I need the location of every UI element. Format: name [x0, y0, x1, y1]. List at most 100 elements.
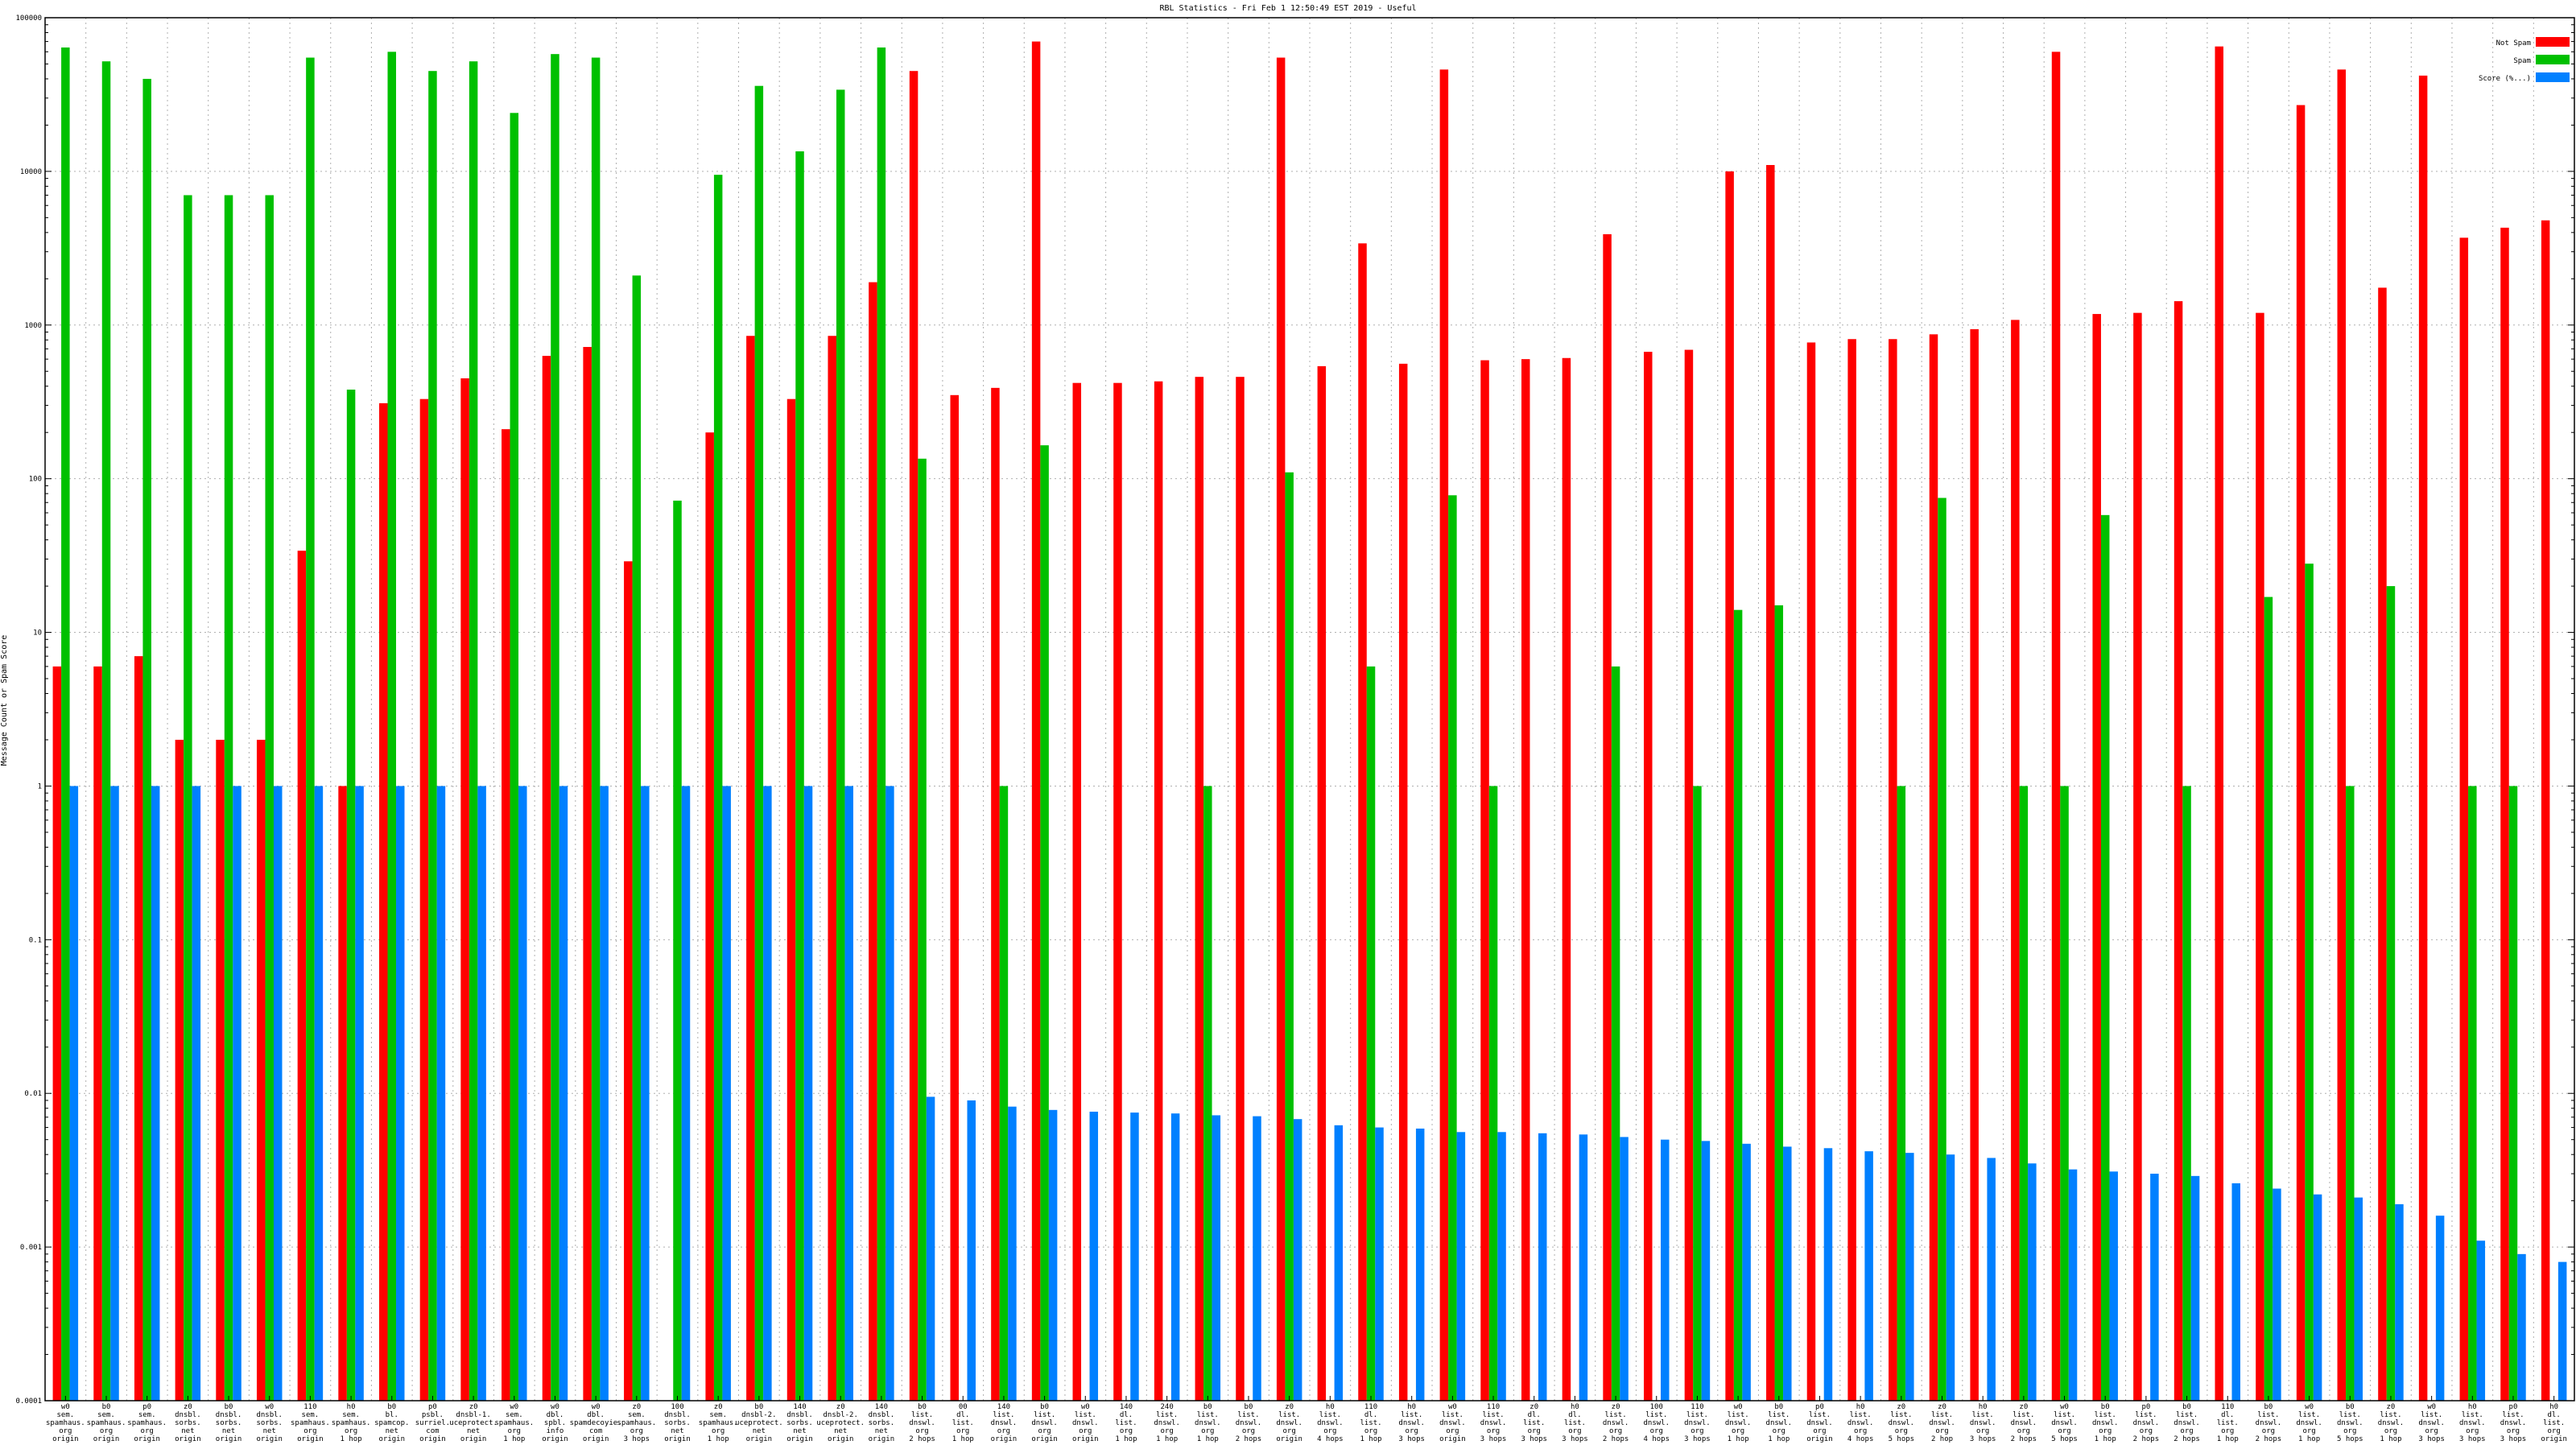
bar-not-spam — [1480, 360, 1489, 1402]
bar-spam — [265, 195, 274, 1401]
bar-not-spam — [52, 666, 62, 1401]
x-tick-label: 100 list. dnswl. org 4 hops — [1644, 1403, 1670, 1443]
x-tick-label: z0 dnsbl. sorbs. net origin — [175, 1403, 201, 1443]
x-tick-label: w0 sem. spamhaus. org origin — [46, 1403, 85, 1443]
bar-spam — [795, 151, 804, 1401]
bar-score — [233, 786, 242, 1401]
bar-spam — [101, 61, 111, 1402]
bar-not-spam — [2174, 301, 2183, 1401]
x-tick-label: h0 list. dnswl. org 3 hops — [1970, 1403, 1996, 1443]
x-tick-label: p0 psbl. surriel. com origin — [415, 1403, 450, 1443]
bar-not-spam — [1072, 382, 1082, 1401]
bar-spam — [428, 71, 437, 1401]
bar-score — [2517, 1253, 2526, 1401]
x-tick-label: p0 list. dnswl. org origin — [1806, 1403, 1833, 1443]
x-tick-label: 140 list. dnswl. org origin — [991, 1403, 1018, 1443]
bar-score — [1293, 1119, 1302, 1401]
bar-score — [1823, 1148, 1833, 1401]
bar-score — [1620, 1137, 1629, 1401]
bar-not-spam — [1195, 377, 1204, 1401]
legend: Not Spam Spam Score (%...) — [2479, 37, 2570, 83]
bar-score — [722, 786, 731, 1401]
x-tick-label: z0 list. dnswl. org 5 hops — [1889, 1403, 1915, 1443]
bar-spam — [2264, 597, 2273, 1401]
bar-not-spam — [175, 739, 184, 1401]
x-tick-label: w0 dbl. spamdecoyie. com origin — [570, 1403, 622, 1443]
y-tick-label: 1 — [38, 782, 42, 791]
bar-score — [2190, 1175, 2200, 1401]
x-tick-label: 110 list. dnswl. org 3 hops — [1480, 1403, 1507, 1443]
bar-spam — [591, 57, 601, 1401]
x-tick-label: b0 list. dnswl. org 1 hop — [1195, 1403, 1221, 1443]
bar-score — [1456, 1132, 1466, 1401]
x-tick-label: h0 list. dnswl. org 3 hops — [2459, 1403, 2486, 1443]
bar-spam — [510, 113, 519, 1401]
bar-not-spam — [2378, 287, 2387, 1401]
x-tick-label: 140 dnsbl. sorbs. net origin — [786, 1403, 813, 1443]
legend-swatch-score — [2536, 72, 2570, 82]
bar-not-spam — [1806, 342, 1816, 1401]
bar-spam — [469, 61, 478, 1402]
x-tick-label: b0 dnsbl-2. uceprotect. net origin — [735, 1403, 783, 1443]
bar-score — [2557, 1261, 2567, 1401]
bar-not-spam — [1439, 69, 1449, 1402]
x-tick-label: z0 list. dnswl. org 1 hop — [2378, 1403, 2405, 1443]
bar-not-spam — [1236, 377, 1245, 1401]
legend-label: Score (%...) — [2479, 75, 2531, 83]
bar-spam — [754, 85, 764, 1402]
y-tick-label: 100000 — [15, 14, 42, 23]
bar-score — [1579, 1134, 1588, 1401]
x-tick-label: p0 sem. spamhaus. org origin — [127, 1403, 167, 1443]
bar-score — [1170, 1113, 1180, 1401]
x-tick-label: w0 dbl. spbl. info origin — [542, 1403, 568, 1443]
bar-score — [2028, 1163, 2037, 1401]
x-tick-label: z0 list. dnswl. org 2 hop — [1929, 1403, 1955, 1443]
legend-swatch-spam — [2536, 55, 2570, 64]
bar-score — [1864, 1151, 1873, 1401]
bar-not-spam — [1766, 164, 1775, 1401]
bar-score — [1415, 1128, 1425, 1401]
x-tick-label: z0 list. dnswl. org 2 hops — [2011, 1403, 2037, 1443]
bar-not-spam — [2133, 312, 2142, 1401]
bar-not-spam — [2092, 314, 2101, 1402]
x-tick-label: h0 sem. spamhaus. org 1 hop — [332, 1403, 371, 1443]
bar-not-spam — [2215, 46, 2223, 1401]
bar-score — [1701, 1141, 1711, 1401]
bar-not-spam — [991, 387, 1000, 1401]
x-tick-label: z0 list. dnswl. org origin — [1276, 1403, 1302, 1443]
bar-not-spam — [2459, 237, 2469, 1401]
bar-spam — [1203, 786, 1212, 1401]
bar-score — [926, 1096, 935, 1401]
bar-not-spam — [216, 739, 225, 1401]
x-tick-label: w0 list. dnswl. org 1 hop — [1725, 1403, 1752, 1443]
bar-score — [436, 786, 446, 1401]
x-tick-label: b0 list. dnswl. org 1 hop — [1766, 1403, 1793, 1443]
plot-frame — [44, 17, 2575, 1402]
x-tick-label: w0 dnsbl. sorbs. net origin — [256, 1403, 283, 1443]
x-tick-label: h0 dl. list. org 3 hops — [1562, 1403, 1588, 1443]
bar-score — [1783, 1146, 1792, 1401]
x-tick-label: h0 dl. list. org origin — [2541, 1403, 2567, 1443]
bar-not-spam — [1847, 339, 1856, 1402]
chart-title: RBL Statistics - Fri Feb 1 12:50:49 EST … — [1159, 4, 1416, 13]
x-tick-label: b0 list. dnswl. org 2 hops — [1236, 1403, 1262, 1443]
bar-score — [1497, 1132, 1506, 1401]
bar-not-spam — [419, 398, 429, 1401]
bar-not-spam — [583, 347, 592, 1401]
bar-not-spam — [502, 429, 510, 1401]
bar-not-spam — [1644, 351, 1653, 1402]
x-tick-label: 110 sem. spamhaus. org origin — [291, 1403, 330, 1443]
x-tick-label: 240 list. dnswl. org 1 hop — [1154, 1403, 1180, 1443]
gridlines — [45, 18, 2574, 1401]
bar-not-spam — [1358, 243, 1367, 1402]
y-tick-label: 0.01 — [24, 1090, 42, 1098]
bar-not-spam — [460, 378, 469, 1402]
y-tick-label: 10000 — [20, 168, 42, 176]
bar-spam — [2468, 786, 2477, 1401]
x-tick-label: w0 sem. spamhaus. org 1 hop — [494, 1403, 534, 1443]
bar-not-spam — [2418, 75, 2428, 1402]
bar-score — [559, 786, 568, 1401]
bar-score — [192, 786, 201, 1401]
bar-not-spam — [542, 356, 551, 1402]
